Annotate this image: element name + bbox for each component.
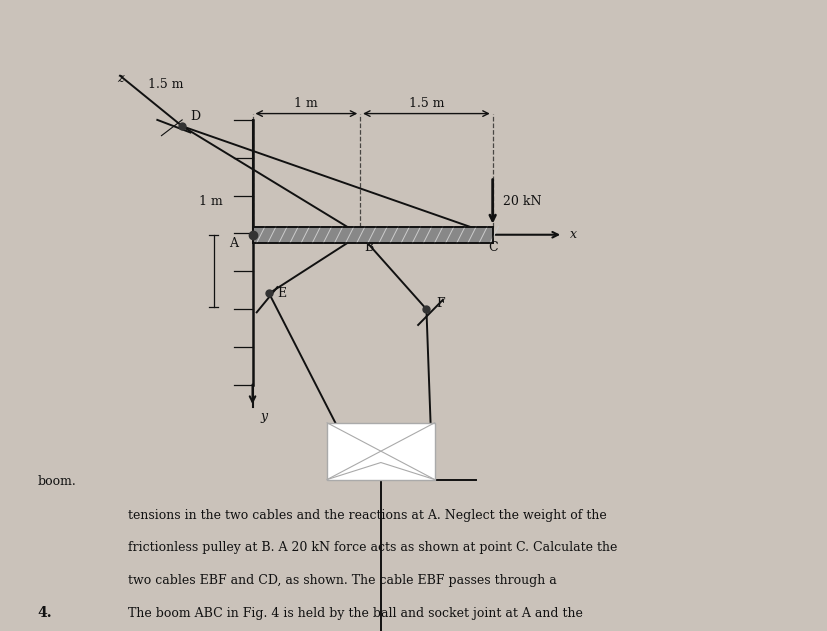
- Bar: [252, 227, 492, 243]
- Text: C: C: [488, 240, 498, 254]
- Text: y: y: [261, 410, 268, 423]
- Text: 4.: 4.: [37, 606, 52, 620]
- Text: 1.5 m: 1.5 m: [148, 78, 183, 91]
- Text: tensions in the two cables and the reactions at A. Neglect the weight of the: tensions in the two cables and the react…: [128, 509, 606, 522]
- Text: 1 m: 1 m: [199, 196, 222, 208]
- Text: D: D: [190, 110, 200, 123]
- Text: The boom ABC in Fig. 4 is held by the ball and socket joint at A and the: The boom ABC in Fig. 4 is held by the ba…: [128, 607, 582, 620]
- Text: 1.5 m: 1.5 m: [409, 97, 443, 110]
- Bar: [327, 423, 434, 480]
- Text: A: A: [228, 237, 237, 251]
- Text: 1 m: 1 m: [294, 97, 318, 110]
- Text: E: E: [277, 286, 286, 300]
- Text: z: z: [117, 72, 123, 85]
- Text: F: F: [436, 297, 444, 310]
- Text: B: B: [364, 240, 373, 254]
- Text: x: x: [569, 228, 576, 241]
- Text: boom.: boom.: [37, 475, 76, 488]
- Text: frictionless pulley at B. A 20 kN force acts as shown at point C. Calculate the: frictionless pulley at B. A 20 kN force …: [128, 541, 617, 555]
- Text: 20 kN: 20 kN: [502, 195, 540, 208]
- Text: 2 m: 2 m: [365, 451, 388, 464]
- Text: two cables EBF and CD, as shown. The cable EBF passes through a: two cables EBF and CD, as shown. The cab…: [128, 574, 557, 587]
